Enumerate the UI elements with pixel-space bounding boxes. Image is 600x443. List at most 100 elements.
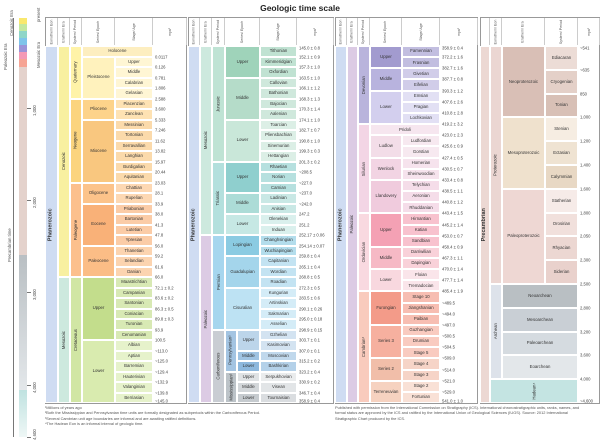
unit-label: Lower [380,104,392,110]
stage-cell: Middle [115,67,153,78]
stage-cell: Piacenzian [115,98,153,109]
unit-label: Calymmian [550,173,573,179]
unit-label: Upper [236,174,249,180]
unit-label: Maastrichtian [121,279,147,285]
unit-label: Middle [242,384,255,390]
unit-label: Gorstian [412,148,430,154]
unit-label: Turonian [125,321,143,327]
unit-label: Cambrian³ [360,337,366,358]
mya-value: 272.3 ± 0.5 [299,285,320,290]
unit-label: Campanian [123,289,145,295]
unit-label: Cenomanian [121,331,147,337]
mya-value: 303.7 ± 0.1 [299,337,320,343]
stage-cell: Upper [115,56,153,67]
unit-label: Burdigalian [123,163,145,169]
stage-cell: Calabrian [115,77,153,88]
column-header-label: Eonothem/ Eon [338,19,343,44]
era-cell: Proterozoic [490,46,502,284]
unit-label: Givetian [413,70,429,76]
mya-value: 100.5 [155,337,166,343]
unit-label: Series 2 [378,366,394,372]
mya-value: 307.0 ± 0.1 [299,348,320,353]
unit-label: Hauterivian [123,373,145,379]
epoch-cell: Paleocene [82,245,115,277]
mya-value: 358.9 ± 0.4 [299,398,320,404]
stage-cell: Pliensbachian [260,130,297,141]
unit-label: Hadean⁴ [530,382,536,400]
stage-cell: Barremian [115,361,153,372]
column-header-label: Stage/ Age [131,22,136,41]
unit-label: Wordian [270,268,287,274]
unit-label: Mesozoic [60,330,66,350]
mya-value: 66.0 [155,274,164,280]
mya-value: 86.3 ± 0.5 [155,306,174,311]
mya-value: 145.0 ± 0.8 [299,45,320,51]
epoch-cell: Llandovery [370,179,402,214]
mya-value: ~635 [580,67,590,73]
column-header: System/ Period [545,18,578,45]
eon-cell: Phanerozoic [335,46,347,403]
mya-value: 1,200 [580,138,591,144]
column-header-label: Stage/ Age [276,22,280,41]
unit-label: Sheinwoodian [407,171,435,177]
mya-value: ~504.5 [442,344,455,350]
unit-label: Neogene [72,131,78,150]
unit-label: Upper [92,305,105,311]
unit-label: Piacenzian [123,100,145,106]
unit-label: Albian [128,342,140,348]
unit-label: Ludfordian [410,137,432,143]
unit-label: Toarcian [270,121,287,127]
stage-cell: Wordian [260,266,297,277]
footnote: ²Both the Mississippian and Pennsylvania… [45,410,260,416]
stage-cell: Hirnantian [402,213,440,225]
mya-value: 3,600 [580,352,591,358]
unit-label: Sandbian [411,238,431,244]
stage-cell: Lochkovian [402,112,440,125]
unit-label: Homerian [411,159,431,165]
unit-label: Tonian [555,102,568,108]
unit-label: Stage 2 [413,383,429,389]
stage-cell: Asselian [260,319,297,330]
stage-cell: Katian [402,224,440,236]
epoch-cell: Guadalupian [225,256,260,288]
stage-cell: Gorstian [402,146,440,158]
period-cell: Cretaceous [70,277,82,403]
unit-label: Miocene [90,147,107,153]
unit-label: Emsian [413,93,429,99]
unit-label: Messinian [124,121,144,127]
mya-value: 89.8 ± 0.3 [155,316,174,322]
mya-value: 440.8 ± 1.2 [442,199,463,205]
period-cell: Permian [212,235,225,330]
unit-label: Tremadocian [408,282,434,288]
period-cell: Mesoproterozoic [502,117,545,189]
era-cell: Paleozoic [347,46,358,403]
mya-value: ~145.0 [155,398,168,404]
column-header-label: System/ Period [73,19,78,44]
unit-label: Devonian [360,75,366,95]
mya-value: ~132.9 [155,379,168,385]
column-header: Eonothem/ Eon [188,18,200,45]
unit-label: Ypresian [125,237,143,243]
period-cell: Paleoproterozoic [502,188,545,284]
unit-label: Guadalupian [230,268,255,274]
epoch-cell: Lopingian [225,235,260,256]
stage-cell: Hettangian [260,151,297,162]
stage-cell: Bartonian [115,214,153,225]
stage-cell: Artinskian [260,298,297,309]
unit-label: Tithonian [269,48,288,54]
unit-label: Ediacaran [551,54,572,60]
unit-label: Barremian [124,363,144,369]
stage-cell: Serravallian [115,140,153,151]
mya-value: 56.0 [155,243,164,248]
epoch-cell: Lower [225,119,260,162]
unit-label: Norian [272,174,285,180]
mya-value: 453.0 ± 0.7 [442,233,463,239]
column-header: mya¹ [153,18,187,45]
mya-value: 163.5 ± 1.0 [299,75,320,80]
stage-cell: Emsian [402,90,440,102]
stage-cell: Gzhelian [260,329,297,340]
unit-label: Middle [236,95,249,101]
unit-label: Lower [242,363,255,369]
unit-label: Bajocian [270,100,287,106]
mya-value: 41.3 [155,222,164,227]
